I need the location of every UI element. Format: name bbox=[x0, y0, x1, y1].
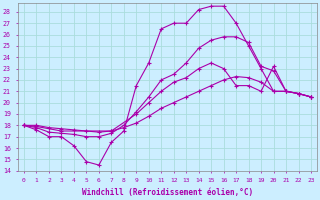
X-axis label: Windchill (Refroidissement éolien,°C): Windchill (Refroidissement éolien,°C) bbox=[82, 188, 253, 197]
